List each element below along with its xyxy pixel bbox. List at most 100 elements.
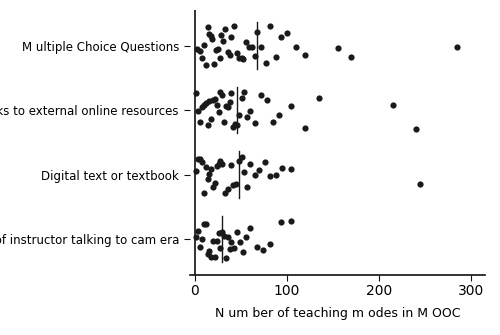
Point [196, 48, 204, 54]
Point [202, 164, 209, 170]
Point [212, 238, 220, 244]
Point [206, 98, 214, 103]
Point [259, 247, 267, 253]
Point [226, 246, 234, 251]
X-axis label: N um ber of teaching m odes in M OOC: N um ber of teaching m odes in M OOC [215, 307, 460, 320]
Point [208, 36, 216, 42]
Point [216, 55, 224, 60]
Point [266, 174, 274, 179]
Point [262, 60, 270, 65]
Point [204, 177, 212, 182]
Point [301, 125, 309, 131]
Point [211, 255, 219, 260]
Point [257, 44, 265, 49]
Point [389, 102, 397, 107]
Point [214, 47, 222, 52]
Point [196, 157, 204, 162]
Point [216, 245, 224, 251]
Point [220, 233, 228, 239]
Point [192, 234, 200, 240]
Point [207, 33, 215, 38]
Point [233, 50, 241, 56]
Point [200, 190, 208, 195]
Point [257, 92, 265, 97]
Point [204, 25, 212, 30]
Point [194, 46, 202, 51]
Point [246, 108, 254, 114]
Point [250, 172, 258, 178]
Point [288, 166, 296, 172]
Point [231, 122, 239, 127]
Point [232, 182, 240, 187]
Point [196, 245, 204, 250]
Point [254, 244, 262, 249]
Point [212, 47, 220, 53]
Point [224, 105, 232, 110]
Point [212, 163, 220, 169]
Point [207, 166, 215, 171]
Point [246, 226, 254, 231]
Point [250, 120, 258, 125]
Point [238, 250, 246, 255]
Point [224, 50, 232, 55]
Point [240, 89, 248, 94]
Point [206, 171, 214, 177]
Point [192, 169, 200, 174]
Point [218, 92, 226, 97]
Point [238, 96, 246, 101]
Point [200, 42, 208, 48]
Point [262, 97, 270, 103]
Point [233, 122, 241, 128]
Point [212, 103, 220, 108]
Point [278, 165, 286, 171]
Point [210, 61, 218, 66]
Point [214, 161, 222, 166]
Point [228, 240, 235, 245]
Point [272, 172, 280, 178]
Point [235, 113, 243, 118]
Point [236, 239, 244, 244]
Point [204, 251, 212, 256]
Point [348, 54, 356, 60]
Point [202, 221, 209, 226]
Point [218, 230, 226, 235]
Point [207, 116, 215, 121]
Point [243, 114, 251, 119]
Point [216, 158, 224, 164]
Point [221, 190, 229, 195]
Point [230, 245, 238, 250]
Point [228, 35, 235, 40]
Point [226, 162, 234, 168]
Point [198, 55, 206, 60]
Point [266, 24, 274, 29]
Point [206, 31, 214, 37]
Point [198, 160, 206, 165]
Point [220, 119, 228, 125]
Point [238, 56, 246, 61]
Point [224, 187, 232, 192]
Point [209, 184, 217, 189]
Point [222, 104, 230, 109]
Point [214, 231, 222, 236]
Point [219, 38, 227, 44]
Point [269, 119, 277, 124]
Point [255, 167, 263, 172]
Point [266, 241, 274, 246]
Point [218, 161, 226, 167]
Point [230, 125, 237, 130]
Point [226, 53, 234, 58]
Point [204, 123, 212, 128]
Point [198, 236, 206, 242]
Point [221, 26, 229, 32]
Point [283, 30, 291, 36]
Point [207, 254, 215, 259]
Point [301, 52, 309, 58]
Point [240, 170, 248, 175]
Point [211, 96, 219, 102]
Point [250, 53, 258, 59]
Point [260, 159, 268, 164]
Point [242, 40, 250, 45]
Point [240, 56, 248, 61]
Point [200, 221, 208, 227]
Point [211, 181, 219, 186]
